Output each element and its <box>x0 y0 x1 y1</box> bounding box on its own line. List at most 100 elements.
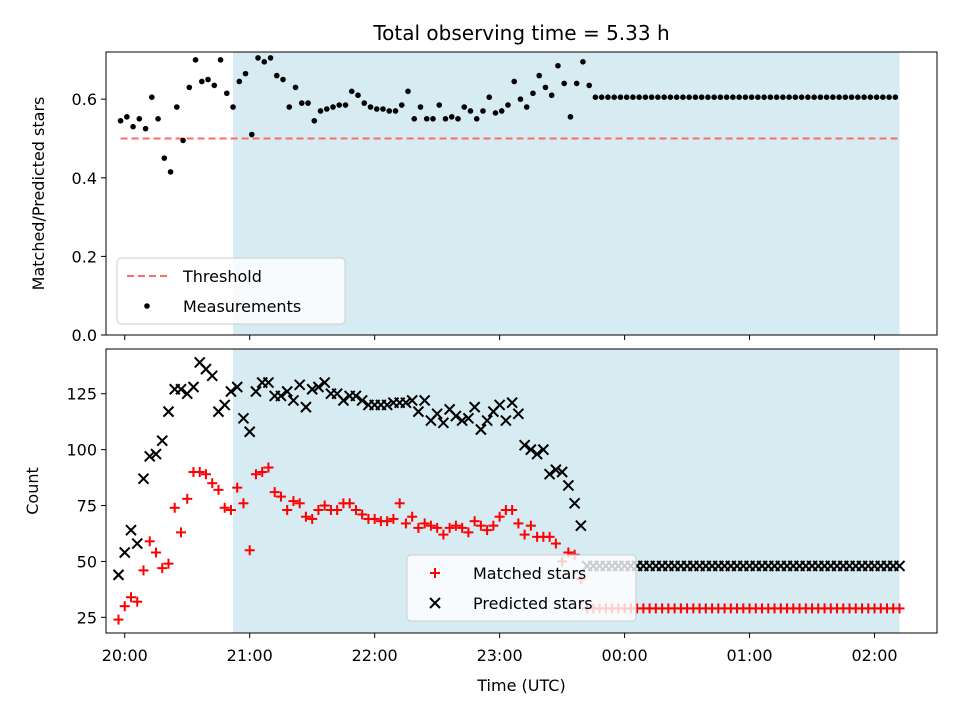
data-point <box>543 468 556 480</box>
data-point <box>361 100 368 106</box>
marker-stroke <box>200 363 212 375</box>
data-point <box>125 524 137 536</box>
y-tick-label: 50 <box>77 552 97 571</box>
y-tick-label: 25 <box>77 608 97 627</box>
marker-stroke <box>475 423 487 436</box>
legend-measurements-swatch <box>144 303 150 309</box>
data-point <box>237 412 250 425</box>
data-point <box>311 117 318 124</box>
data-point <box>462 412 475 425</box>
marker-stroke <box>350 390 362 402</box>
data-point <box>842 94 849 101</box>
x-tick-label: 00:00 <box>602 646 648 665</box>
data-point <box>550 538 561 549</box>
top-panel-ratio: 0.0 0.2 0.4 0.6 Total observing time = 5.33 … <box>29 21 938 345</box>
data-point <box>811 94 817 101</box>
marker-stroke <box>443 403 456 416</box>
data-point <box>611 94 617 101</box>
data-point <box>773 94 780 101</box>
data-point <box>167 169 174 175</box>
y-tick-label: 0.6 <box>72 90 97 109</box>
marker-stroke <box>125 524 137 536</box>
marker-stroke <box>462 412 475 425</box>
data-point <box>382 516 393 527</box>
marker-stroke <box>468 401 481 413</box>
data-point <box>537 443 550 456</box>
marker-stroke <box>194 356 206 369</box>
marker-stroke <box>550 464 562 476</box>
data-point <box>242 70 249 77</box>
data-point <box>555 62 561 69</box>
data-point <box>455 116 461 122</box>
data-point <box>437 417 450 429</box>
data-point <box>292 84 299 91</box>
data-point <box>556 466 568 478</box>
data-point <box>192 57 199 63</box>
data-point <box>412 405 425 418</box>
data-point <box>174 104 180 110</box>
data-point <box>288 496 299 507</box>
marker-stroke <box>281 385 293 398</box>
data-point <box>161 155 168 161</box>
marker-stroke <box>318 376 331 389</box>
legend-predicted-label: Predicted stars <box>473 594 593 613</box>
data-point <box>730 94 736 101</box>
data-point <box>113 614 124 625</box>
legend: Threshold Measurements <box>116 257 346 325</box>
marker-stroke <box>187 381 200 393</box>
data-point <box>124 114 130 120</box>
data-point <box>144 450 156 463</box>
data-point <box>398 102 405 108</box>
legend-measurements-label: Measurements <box>183 297 301 316</box>
data-point <box>169 502 180 513</box>
data-point <box>525 520 536 531</box>
data-point <box>705 94 711 101</box>
data-point <box>430 116 436 122</box>
data-point <box>436 102 443 108</box>
marker-stroke <box>512 408 525 420</box>
data-point <box>892 94 899 101</box>
data-point <box>475 423 487 436</box>
marker-stroke <box>481 414 493 427</box>
data-point <box>894 603 905 614</box>
data-point <box>886 94 892 101</box>
data-point <box>405 88 411 95</box>
data-point <box>386 108 393 114</box>
data-point <box>507 505 518 516</box>
data-point <box>425 520 436 531</box>
data-point <box>332 505 343 516</box>
data-point <box>505 102 511 108</box>
data-point <box>475 520 486 531</box>
data-point <box>319 500 330 511</box>
marker-stroke <box>518 439 531 451</box>
data-point <box>461 104 468 110</box>
data-point <box>567 114 574 120</box>
data-point <box>550 464 562 476</box>
data-point <box>225 385 237 398</box>
data-point <box>605 94 611 101</box>
data-point <box>630 94 636 101</box>
x-axis-label: Time (UTC) <box>476 676 565 695</box>
marker-stroke <box>225 385 237 398</box>
data-point <box>175 527 186 538</box>
data-point <box>742 94 749 101</box>
marker-stroke <box>418 394 431 407</box>
data-point <box>548 92 555 99</box>
marker-stroke <box>156 434 168 447</box>
marker-stroke <box>568 497 581 510</box>
data-point <box>456 414 468 427</box>
data-point <box>243 426 256 438</box>
data-point <box>861 94 867 101</box>
bottom-panel-counts: 25 50 75 100 125 20:00 21:00 22:00 23:00 00:00 01:… <box>23 348 938 695</box>
data-point <box>407 511 418 522</box>
data-point <box>544 531 555 542</box>
marker-stroke <box>575 519 587 532</box>
data-point <box>330 104 336 110</box>
data-point <box>342 102 349 108</box>
data-point <box>281 385 293 398</box>
data-point <box>217 57 224 63</box>
data-point <box>493 399 506 411</box>
data-point <box>205 76 211 83</box>
data-point <box>207 478 218 489</box>
data-point <box>350 505 361 516</box>
